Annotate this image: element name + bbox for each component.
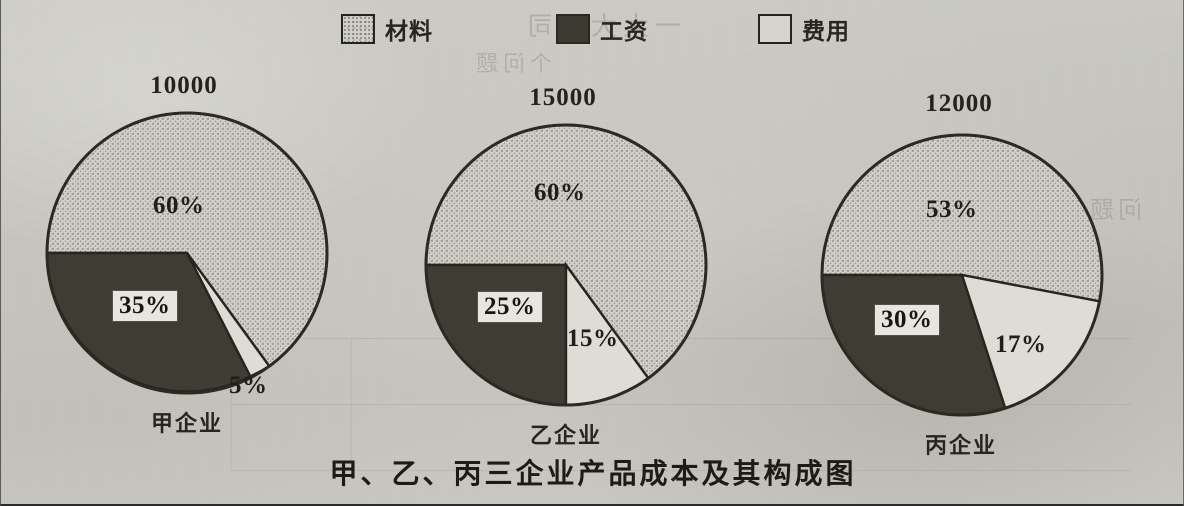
pie-total-jia: 10000 <box>150 72 218 99</box>
pie-slice-label-yi-material: 60% <box>534 179 586 206</box>
figure-caption: 甲、乙、丙三企业产品成本及其构成图 <box>329 459 857 490</box>
legend: 材料 工资 费用 <box>341 8 861 50</box>
pie-body-jia <box>42 108 332 398</box>
ghost-text-top-2: 个问题 <box>471 51 553 76</box>
pie-name-yi: 乙企业 <box>529 423 602 448</box>
pie-svg-bing <box>820 133 1104 417</box>
pie-total-yi: 15000 <box>529 84 597 111</box>
pie-slice-label-yi-wages: 25% <box>478 292 542 322</box>
pie-total-bing: 12000 <box>925 90 993 117</box>
stippled-square-swatch-icon <box>341 14 375 44</box>
pie-body-bing <box>817 130 1107 420</box>
pie-slice-label-bing-fee: 17% <box>995 331 1047 358</box>
pie-svg-yi <box>424 123 708 407</box>
legend-item-wages[interactable]: 工资 <box>556 12 648 46</box>
pie-name-jia: 甲企业 <box>150 411 223 436</box>
legend-item-fee[interactable]: 费用 <box>758 12 850 46</box>
pie-slice-label-yi-fee: 15% <box>567 325 619 352</box>
legend-label-material: 材料 <box>385 19 433 44</box>
pie-slice-label-jia-fee: 5% <box>229 372 268 399</box>
pie-slice-label-jia-material: 60% <box>153 192 205 219</box>
legend-label-wages: 工资 <box>600 19 648 44</box>
pie-slice-label-jia-wages: 35% <box>113 291 177 321</box>
empty-square-swatch-icon <box>758 14 792 44</box>
ghost-rule-v2 <box>351 338 352 470</box>
pie-slice-label-bing-wages: 30% <box>875 305 939 335</box>
pie-slice-label-bing-material: 53% <box>926 196 978 223</box>
filled-square-swatch-icon <box>556 14 590 44</box>
pie-name-bing: 丙企业 <box>924 433 997 458</box>
legend-item-material[interactable]: 材料 <box>341 12 433 46</box>
pie-svg-jia <box>45 111 329 395</box>
legend-label-fee: 费用 <box>802 19 850 44</box>
pie-body-yi <box>421 120 711 410</box>
